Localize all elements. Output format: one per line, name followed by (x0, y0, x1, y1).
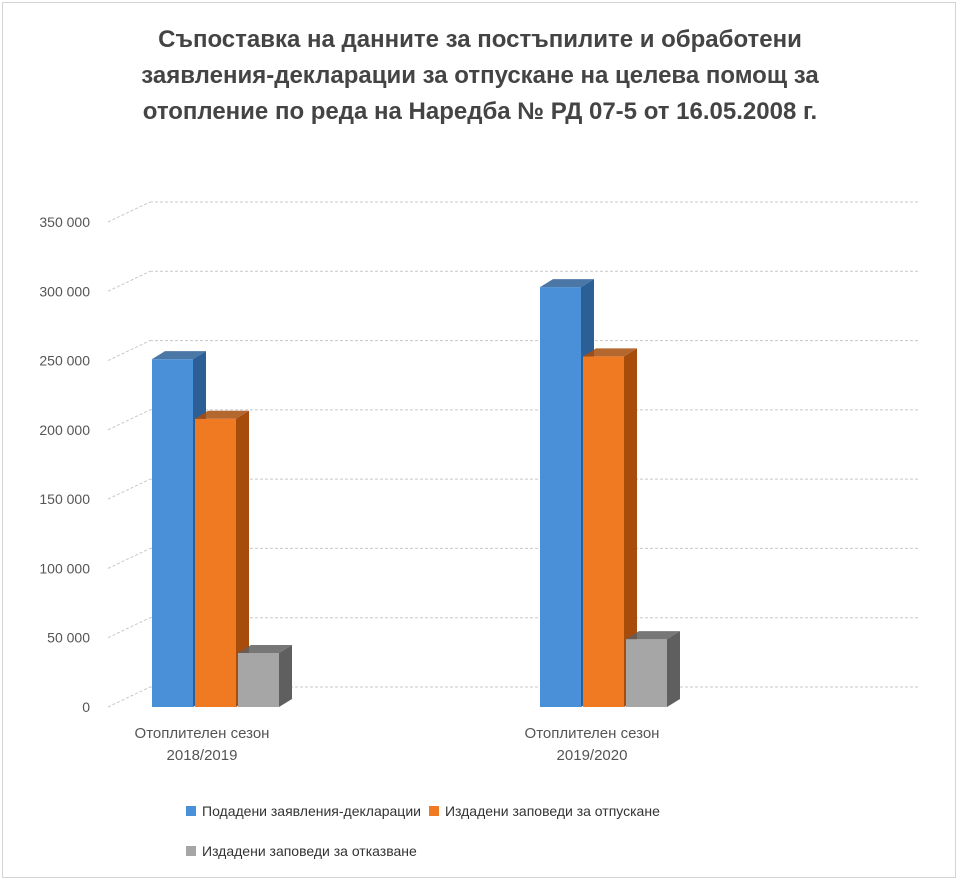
bar (195, 418, 236, 707)
bar-top (195, 410, 249, 419)
x-tick-label: 2019/2020 (557, 747, 628, 764)
y-tick-label: 250 000 (39, 353, 90, 369)
gridline-depth (107, 340, 151, 362)
legend-swatch-submitted (186, 806, 196, 816)
legend-swatch-refused (186, 846, 196, 856)
bar (626, 639, 667, 707)
legend-row-1: Подадени заявления-декларации Издадени з… (186, 803, 668, 819)
gridline-depth (107, 409, 151, 431)
legend-row-2: Издадени заповеди за отказване (186, 843, 425, 859)
bar-side (236, 410, 249, 707)
bar (238, 652, 279, 707)
gridline-depth (107, 478, 151, 500)
y-tick-label: 50 000 (47, 630, 90, 646)
gridline-depth (107, 547, 151, 569)
y-tick-label: 150 000 (39, 491, 90, 507)
x-tick-label: Отоплителен сезон (135, 725, 270, 742)
bar-top (583, 348, 637, 357)
legend-item-granted: Издадени заповеди за отпускане (428, 803, 660, 819)
x-tick-label: Отоплителен сезон (525, 725, 660, 742)
gridline-depth (107, 617, 151, 639)
bar-side (667, 631, 680, 707)
legend-item-refused: Издадени заповеди за отказване (186, 843, 417, 859)
bar-top (626, 631, 680, 640)
chart-title: Съпоставка на данните за постъпилите и о… (60, 22, 900, 130)
chart-title-line-3: отопление по реда на Наредба № РД 07-5 о… (142, 98, 818, 125)
y-tick-label: 100 000 (39, 560, 90, 576)
bar (583, 356, 624, 707)
bar (152, 359, 193, 707)
bar (540, 287, 581, 707)
y-tick-label: 350 000 (39, 214, 90, 230)
gridline-depth (107, 270, 151, 292)
y-tick-label: 300 000 (39, 283, 90, 299)
legend-swatch-granted (428, 806, 439, 816)
bar-side (624, 348, 637, 707)
legend-item-submitted: Подадени заявления-декларации (186, 803, 421, 819)
bar-top (238, 644, 292, 653)
bar-top (152, 351, 206, 360)
bar-top (540, 279, 594, 288)
gridline-depth (107, 686, 151, 708)
x-tick-label: 2018/2019 (167, 747, 238, 764)
gridline-depth (107, 201, 151, 223)
y-tick-label: 200 000 (39, 422, 90, 438)
bar-side (279, 644, 292, 707)
chart-title-line-2: заявления-декларации за отпускане на цел… (141, 62, 819, 89)
legend-label-submitted: Подадени заявления-декларации (202, 803, 421, 819)
legend-label-granted: Издадени заповеди за отпускане (444, 803, 660, 819)
legend-label-refused: Издадени заповеди за отказване (202, 843, 417, 859)
y-tick-label: 0 (82, 699, 90, 715)
chart-title-line-1: Съпоставка на данните за постъпилите и о… (158, 26, 802, 53)
